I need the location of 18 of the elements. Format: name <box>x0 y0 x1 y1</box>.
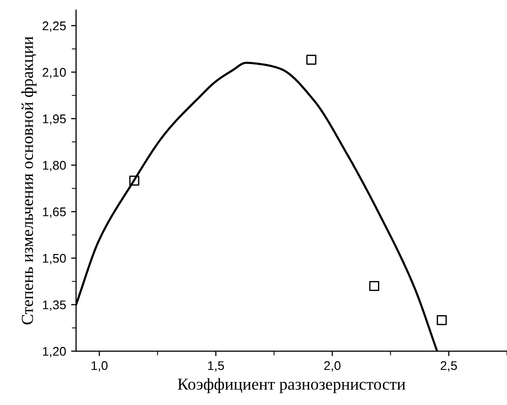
point <box>436 315 447 326</box>
y-tick-label: 1,20 <box>42 346 66 358</box>
y-tick-label: 1,65 <box>42 207 66 218</box>
point <box>369 281 380 292</box>
y-tick-label: 1,50 <box>42 254 66 264</box>
point <box>306 54 316 65</box>
y-tick-label: 1,95 <box>42 114 66 125</box>
y-tick-label: 1,35 <box>42 300 66 311</box>
y-tick-label: 2,10 <box>42 68 66 78</box>
x-tick-label: 1,0 <box>92 361 108 372</box>
x-axis-title: Коэффициент разнозернистости <box>178 378 406 394</box>
x-tick-label: 1,5 <box>208 361 224 372</box>
x-tick-label: 2,0 <box>324 361 340 372</box>
x-tick-label: 2,5 <box>440 361 457 372</box>
y-tick-label: 1,80 <box>42 160 66 172</box>
y-tick-label: 2,25 <box>42 21 66 32</box>
y-axis-title: Степень измельчения основной фракции <box>21 36 36 324</box>
point <box>129 176 140 186</box>
